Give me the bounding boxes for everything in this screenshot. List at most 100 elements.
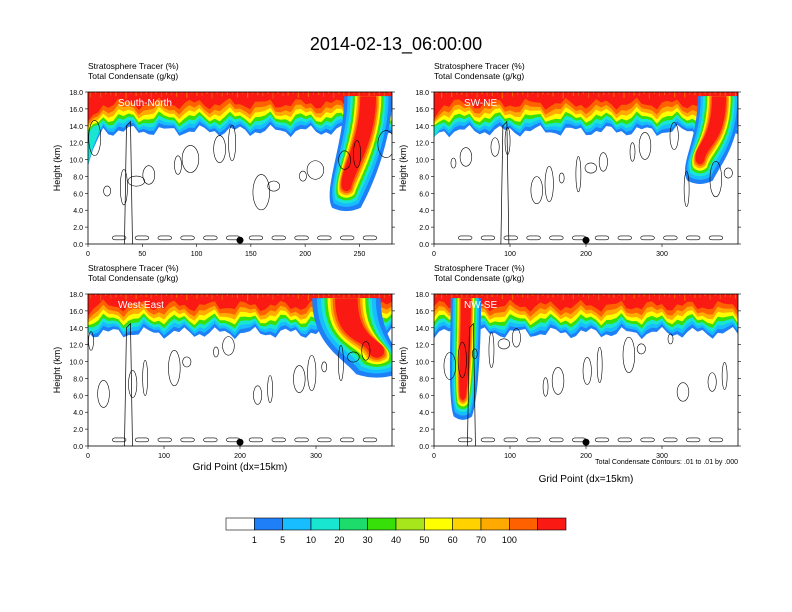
contour-footnote: Total Condensate Contours: .01 to .01 by… xyxy=(595,459,738,466)
condensate-contour xyxy=(253,385,263,405)
condensate-contour xyxy=(488,331,495,369)
condensate-contour xyxy=(213,135,226,163)
condensate-contour xyxy=(638,132,652,160)
condensate-contour xyxy=(640,235,655,241)
condensate-contour xyxy=(594,235,610,241)
plot-area xyxy=(434,294,738,446)
condensate-contour xyxy=(480,437,496,443)
condensate-contour xyxy=(294,235,309,241)
condensate-contour xyxy=(596,346,603,383)
x-tick-label: 0 xyxy=(432,251,436,258)
plot-area xyxy=(434,92,738,244)
x-tick-label: 100 xyxy=(504,453,516,460)
y-tick-label: 8.0 xyxy=(419,376,429,383)
condensate-contour xyxy=(686,437,701,443)
condensate-contour xyxy=(168,349,181,387)
condensate-contour xyxy=(709,161,722,198)
panel-title-tracer: Stratosphere Tracer (%) xyxy=(434,263,525,273)
condensate-contour xyxy=(551,367,565,395)
y-tick-label: 10.0 xyxy=(415,360,429,367)
panel-title-condensate: Total Condensate (g/kg) xyxy=(434,273,524,283)
condensate-contour xyxy=(530,176,543,204)
condensate-contour xyxy=(134,235,150,241)
panel-west-east: West-East Stratosphere Tracer (%)Total Co… xyxy=(52,263,395,473)
x-axis-label: Grid Point (dx=15km) xyxy=(193,462,288,473)
y-axis-label: Height (km) xyxy=(398,347,408,394)
y-tick-label: 12.0 xyxy=(69,141,83,148)
y-tick-label: 12.0 xyxy=(415,141,429,148)
condensate-contour xyxy=(497,338,511,350)
x-tick-label: 150 xyxy=(245,251,257,258)
panel-title-condensate: Total Condensate (g/kg) xyxy=(88,273,178,283)
y-tick-label: 12.0 xyxy=(415,343,429,350)
condensate-contour xyxy=(157,437,172,443)
condensate-contour xyxy=(112,235,127,241)
condensate-contour xyxy=(526,437,541,443)
panel-title-tracer: Stratosphere Tracer (%) xyxy=(88,263,179,273)
y-axis-label: Height (km) xyxy=(398,145,408,192)
y-tick-label: 18.0 xyxy=(69,90,83,97)
condensate-contour xyxy=(542,377,549,397)
condensate-contour xyxy=(127,175,145,187)
condensate-contour xyxy=(575,156,582,193)
tracer-band xyxy=(88,92,392,122)
condensate-contour xyxy=(622,336,636,373)
condensate-contour xyxy=(88,119,101,157)
x-tick-label: 100 xyxy=(504,251,516,258)
x-axis-label: Grid Point (dx=15km) xyxy=(539,474,634,485)
colorbar-swatch xyxy=(537,517,567,531)
condensate-contour xyxy=(723,167,733,179)
y-tick-label: 14.0 xyxy=(415,326,429,333)
location-marker xyxy=(582,438,590,446)
convective-column-contour xyxy=(500,120,510,244)
y-tick-label: 14.0 xyxy=(415,124,429,131)
panel-sw-ne: SW-NE Stratosphere Tracer (%)Total Conden… xyxy=(398,61,741,258)
colorbar-label: 50 xyxy=(419,535,429,545)
condensate-contour xyxy=(667,333,674,345)
y-tick-label: 18.0 xyxy=(415,90,429,97)
panel-label: SW-NE xyxy=(464,98,497,109)
y-tick-label: 4.0 xyxy=(73,208,83,215)
condensate-contour xyxy=(450,157,457,169)
condensate-contour xyxy=(558,172,565,184)
tracer-band xyxy=(434,92,738,119)
condensate-contour xyxy=(544,166,554,203)
condensate-contour xyxy=(321,361,328,373)
condensate-contour xyxy=(294,437,309,443)
condensate-contour xyxy=(584,162,598,174)
colorbar-swatch xyxy=(339,517,368,531)
condensate-contour xyxy=(458,235,473,241)
location-marker xyxy=(236,236,244,244)
y-tick-label: 6.0 xyxy=(73,393,83,400)
condensate-contour xyxy=(340,437,355,443)
y-tick-label: 16.0 xyxy=(415,107,429,114)
x-tick-label: 100 xyxy=(191,251,203,258)
condensate-contour xyxy=(480,235,496,241)
condensate-contour xyxy=(181,145,200,173)
colorbar-swatch xyxy=(367,517,397,531)
condensate-contour xyxy=(338,150,351,170)
colorbar: 1 5 10 20 30 40 50 60 70 100 xyxy=(225,517,567,545)
y-tick-label: 10.0 xyxy=(69,158,83,165)
colorbar-label: 40 xyxy=(391,535,401,545)
condensate-contour xyxy=(267,180,281,192)
condensate-contour xyxy=(271,235,286,241)
condensate-contour xyxy=(721,362,728,390)
x-tick-label: 300 xyxy=(656,251,668,258)
condensate-contour xyxy=(458,437,473,443)
condensate-contour xyxy=(676,382,690,402)
y-tick-label: 16.0 xyxy=(69,309,83,316)
condensate-contour xyxy=(443,352,456,380)
condensate-contour xyxy=(598,152,608,172)
condensate-contour xyxy=(362,437,378,443)
colorbar-label: 10 xyxy=(306,535,316,545)
y-tick-label: 0.0 xyxy=(73,444,83,451)
y-tick-label: 2.0 xyxy=(73,427,83,434)
y-tick-label: 16.0 xyxy=(415,309,429,316)
condensate-contour xyxy=(549,437,564,443)
y-tick-label: 10.0 xyxy=(69,360,83,367)
panel-south-north: South-North Stratosphere Tracer (%)Total … xyxy=(52,61,395,258)
condensate-contour xyxy=(157,235,172,241)
condensate-contour xyxy=(361,341,371,361)
condensate-contour xyxy=(252,174,270,211)
